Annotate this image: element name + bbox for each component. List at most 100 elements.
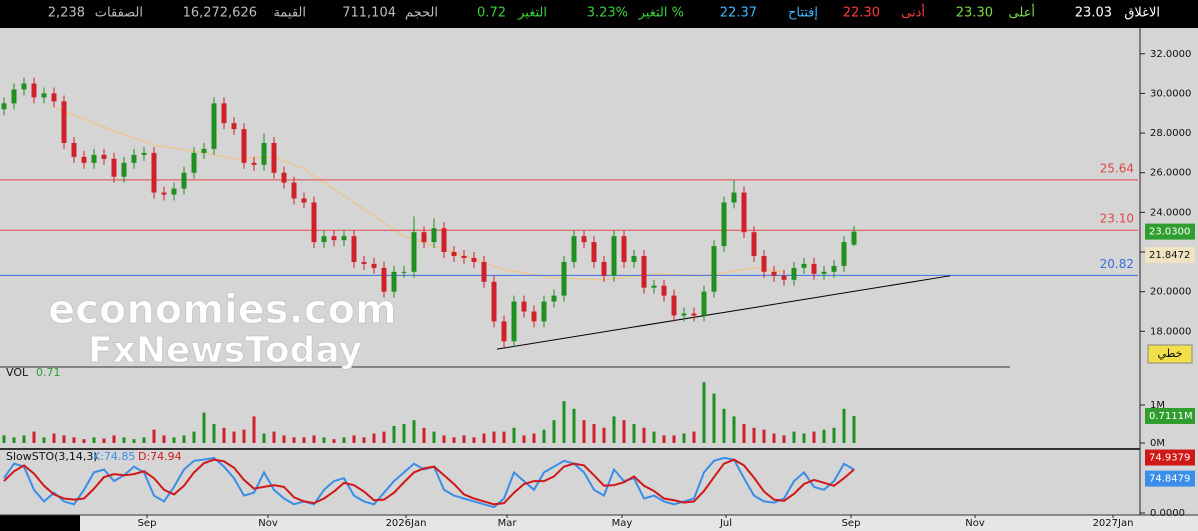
volume-bar	[252, 416, 256, 443]
candle-body	[471, 257, 477, 262]
candle-body	[401, 271, 407, 273]
x-tick-label: Sep	[842, 518, 861, 529]
last-price-box	[1145, 223, 1195, 240]
candle-body	[51, 93, 57, 102]
y-tick-label: 1M	[1150, 400, 1165, 411]
candle-body	[791, 267, 797, 280]
chart-style-button-label[interactable]: خطي	[1158, 347, 1183, 360]
oscillator-box-label: 74.9379	[1149, 453, 1190, 464]
x-axis-strip	[80, 515, 1198, 531]
candle-body	[391, 271, 397, 292]
candle-body	[431, 228, 437, 243]
y-tick-label: 0M	[1150, 438, 1165, 449]
quote-value: 0.72	[477, 6, 506, 21]
volume-bar	[62, 435, 66, 443]
volume-bar	[232, 431, 236, 443]
y-tick-label: 24.0000	[1150, 207, 1191, 218]
volume-bar	[42, 437, 46, 443]
volume-bar	[82, 439, 86, 443]
volume-bar	[772, 433, 776, 443]
y-tick-label: 26.0000	[1150, 168, 1191, 179]
volume-bar	[712, 393, 716, 443]
quote-value: 2,238	[48, 6, 85, 21]
watermark: economies.com	[48, 287, 397, 333]
quote-value: 23.30	[956, 6, 993, 21]
volume-bar	[292, 437, 296, 443]
volume-bar	[92, 437, 96, 443]
candle-body	[761, 255, 767, 272]
candle-body	[681, 313, 687, 316]
x-tick-label: 2026Jan	[386, 518, 427, 529]
candle-body	[291, 182, 297, 199]
candle-body	[781, 275, 787, 280]
candle-body	[831, 265, 837, 272]
volume-bar	[222, 427, 226, 443]
candle-body	[721, 202, 727, 247]
legend-k: K:74.85	[93, 450, 135, 463]
volume-bar	[432, 431, 436, 443]
volume-bar	[302, 437, 306, 443]
volume-bar	[832, 427, 836, 443]
quote-value: 22.30	[843, 6, 880, 21]
volume-bar	[822, 429, 826, 443]
last-price-box-label: 23.0300	[1149, 227, 1190, 238]
candle-body	[551, 295, 557, 302]
volume-bar	[552, 420, 556, 443]
volume-bar	[762, 429, 766, 443]
candle-body	[491, 281, 497, 322]
volume-bar	[562, 401, 566, 443]
candle-body	[741, 192, 747, 233]
candle-body	[731, 192, 737, 203]
candle-body	[601, 261, 607, 276]
volume-bar	[192, 431, 196, 443]
oscillator-box-label: 74.8479	[1149, 474, 1190, 485]
volume-bar	[142, 437, 146, 443]
volume-bar	[592, 424, 596, 443]
candle-body	[661, 285, 667, 296]
corner	[0, 515, 80, 531]
candle-body	[421, 232, 427, 243]
volume-bar	[482, 433, 486, 443]
volume-bar	[72, 437, 76, 443]
x-tick-label: Jul	[719, 518, 732, 529]
quote-value: 711,104	[342, 6, 396, 21]
quote-label: إفتتاح	[788, 6, 818, 21]
volume-bar	[532, 433, 536, 443]
volume-bar	[12, 437, 16, 443]
level-label: 20.82	[1100, 257, 1134, 271]
volume-bar	[412, 420, 416, 443]
volume-bar	[272, 431, 276, 443]
volume-bar	[812, 431, 816, 443]
x-tick-label: Nov	[258, 518, 278, 529]
volume-bar	[422, 427, 426, 443]
volume-title: VOL	[6, 366, 29, 379]
candle-body	[41, 93, 47, 98]
volume-bar	[402, 424, 406, 443]
candle-body	[61, 101, 67, 143]
volume-bar	[102, 438, 106, 443]
watermark: FxNewsToday	[88, 330, 362, 371]
volume-bar	[602, 427, 606, 443]
volume-bar	[842, 408, 846, 443]
candle-body	[621, 236, 627, 262]
volume-bar	[802, 433, 806, 443]
candle-body	[461, 255, 467, 258]
candle-body	[671, 295, 677, 316]
candle-body	[591, 242, 597, 262]
trendline	[496, 275, 951, 350]
candle-body	[811, 263, 817, 274]
volume-bar	[702, 382, 706, 443]
candle-body	[511, 301, 517, 342]
volume-bar	[372, 433, 376, 443]
volume-bar	[732, 416, 736, 443]
quote-label: التغير	[517, 6, 547, 21]
candle-body	[141, 152, 147, 155]
chart-style-button[interactable]	[1147, 344, 1193, 364]
volume-bar	[642, 427, 646, 443]
volume-bar	[392, 425, 396, 443]
candle-body	[701, 291, 707, 316]
volume-bar	[2, 435, 6, 443]
y-tick-label: 30.0000	[1150, 88, 1191, 99]
quote-bar	[0, 0, 1198, 28]
